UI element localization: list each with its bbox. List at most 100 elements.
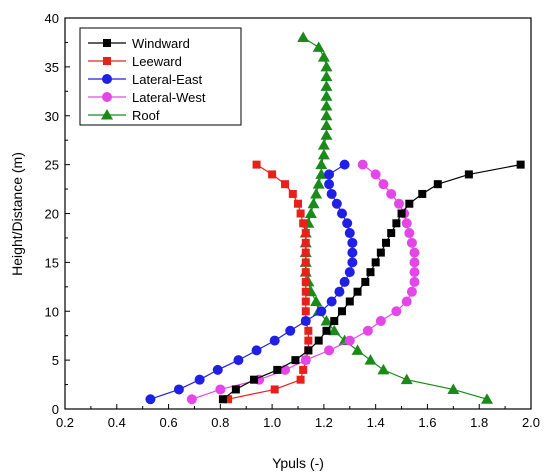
x-tick-label: 2.0	[522, 415, 540, 430]
x-tick-label: 1.6	[418, 415, 436, 430]
data-point-leeward	[296, 375, 305, 384]
data-point-leeward	[301, 248, 310, 257]
data-point-windward	[371, 258, 380, 267]
y-tick-label: 20	[45, 207, 59, 222]
data-point-lateral-west	[280, 364, 291, 375]
data-point-lateral-east	[251, 345, 262, 356]
data-point-roof	[320, 80, 333, 91]
data-point-roof	[320, 315, 333, 326]
data-point-roof	[317, 51, 330, 62]
data-point-lateral-west	[324, 345, 335, 356]
data-point-lateral-west	[215, 384, 226, 395]
legend-item-windward: Windward	[88, 36, 190, 51]
data-point-leeward	[304, 336, 313, 345]
data-point-windward	[218, 395, 227, 404]
legend-label: Leeward	[132, 54, 182, 69]
data-point-windward	[392, 219, 401, 228]
data-point-leeward	[224, 395, 233, 404]
data-point-lateral-west	[370, 169, 381, 180]
data-point-windward	[433, 180, 442, 189]
data-point-lateral-east	[326, 296, 337, 307]
data-point-lateral-west	[401, 218, 412, 229]
y-tick-label: 30	[45, 109, 59, 124]
legend-item-lateral-west: Lateral-West	[88, 90, 206, 105]
data-point-windward	[291, 356, 300, 365]
data-point-lateral-east	[300, 316, 311, 327]
data-point-windward	[376, 248, 385, 257]
data-point-lateral-east	[173, 384, 184, 395]
data-point-lateral-east	[324, 169, 335, 180]
data-point-lateral-west	[409, 276, 420, 287]
x-tick-label: 0.8	[211, 415, 229, 430]
data-point-roof	[304, 207, 317, 218]
series-line-roof	[302, 37, 488, 400]
data-point-lateral-east	[337, 208, 348, 219]
data-point-leeward	[288, 189, 297, 198]
y-tick-label: 0	[52, 402, 59, 417]
legend-label: Roof	[132, 108, 160, 123]
data-point-windward	[361, 277, 370, 286]
y-tick-label: 35	[45, 60, 59, 75]
data-point-windward	[345, 297, 354, 306]
data-point-lateral-west	[409, 247, 420, 258]
data-point-lateral-west	[378, 179, 389, 190]
data-point-lateral-east	[316, 306, 327, 317]
data-point-leeward	[304, 326, 313, 335]
data-point-leeward	[301, 258, 310, 267]
series-leeward	[224, 160, 313, 404]
data-point-leeward	[301, 277, 310, 286]
data-point-roof	[317, 148, 330, 160]
legend-label: Windward	[132, 36, 190, 51]
data-point-lateral-east	[334, 286, 345, 297]
x-tick-label: 0.4	[108, 415, 126, 430]
data-point-windward	[273, 365, 282, 374]
data-point-leeward	[296, 209, 305, 218]
data-point-roof	[312, 41, 325, 52]
data-point-lateral-east	[324, 179, 335, 190]
y-tick-label: 25	[45, 158, 59, 173]
data-point-roof	[320, 99, 333, 111]
data-point-roof	[400, 373, 413, 385]
data-point-lateral-east	[145, 394, 156, 405]
data-point-lateral-east	[194, 374, 205, 385]
data-point-roof	[320, 129, 333, 140]
data-point-lateral-east	[347, 237, 358, 248]
legend-marker	[103, 57, 111, 65]
data-point-windward	[397, 209, 406, 218]
data-point-lateral-east	[347, 257, 358, 268]
data-point-windward	[387, 229, 396, 238]
data-point-lateral-east	[269, 335, 280, 346]
x-axis-ticks: 0.2 0.4 0.6 0.8 1.0 1.2 1.4 1.6 1.8 2.0	[56, 404, 540, 430]
data-point-leeward	[281, 180, 290, 189]
data-point-lateral-east	[233, 355, 244, 366]
x-tick-label: 1.2	[315, 415, 333, 430]
x-tick-label: 0.2	[56, 415, 74, 430]
legend-marker	[102, 74, 112, 84]
data-point-roof	[297, 31, 310, 43]
data-point-lateral-east	[285, 325, 296, 336]
data-point-windward	[314, 336, 323, 345]
series-windward	[218, 160, 525, 404]
data-point-roof	[315, 168, 328, 179]
data-point-roof	[320, 60, 333, 72]
data-point-lateral-west	[375, 316, 386, 327]
data-point-lateral-west	[401, 296, 412, 307]
legend-marker	[103, 39, 111, 47]
data-point-leeward	[270, 385, 279, 394]
data-point-lateral-west	[357, 159, 368, 170]
data-point-lateral-east	[344, 267, 355, 278]
y-axis-title: Height/Distance (m)	[9, 152, 25, 276]
data-point-leeward	[268, 170, 277, 179]
data-point-roof	[377, 363, 390, 375]
data-point-lateral-west	[406, 286, 417, 297]
data-point-leeward	[299, 365, 308, 374]
x-tick-label: 0.6	[160, 415, 178, 430]
x-axis-title: Ypuls (-)	[272, 455, 324, 471]
data-point-roof	[364, 354, 377, 365]
data-point-lateral-west	[386, 188, 397, 199]
data-point-lateral-east	[212, 364, 223, 375]
data-point-roof	[447, 383, 460, 394]
data-point-leeward	[301, 307, 310, 316]
x-tick-label: 1.8	[470, 415, 488, 430]
data-point-lateral-west	[391, 306, 402, 317]
